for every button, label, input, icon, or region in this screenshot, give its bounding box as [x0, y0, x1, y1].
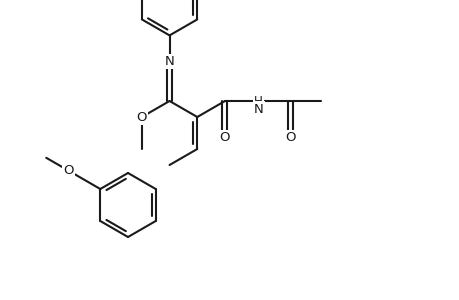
Text: O: O	[63, 164, 73, 177]
Text: N: N	[164, 55, 174, 68]
Text: O: O	[285, 131, 295, 144]
Text: O: O	[219, 131, 230, 144]
Text: N: N	[253, 103, 263, 116]
Text: O: O	[136, 110, 147, 124]
Text: H: H	[254, 94, 263, 107]
